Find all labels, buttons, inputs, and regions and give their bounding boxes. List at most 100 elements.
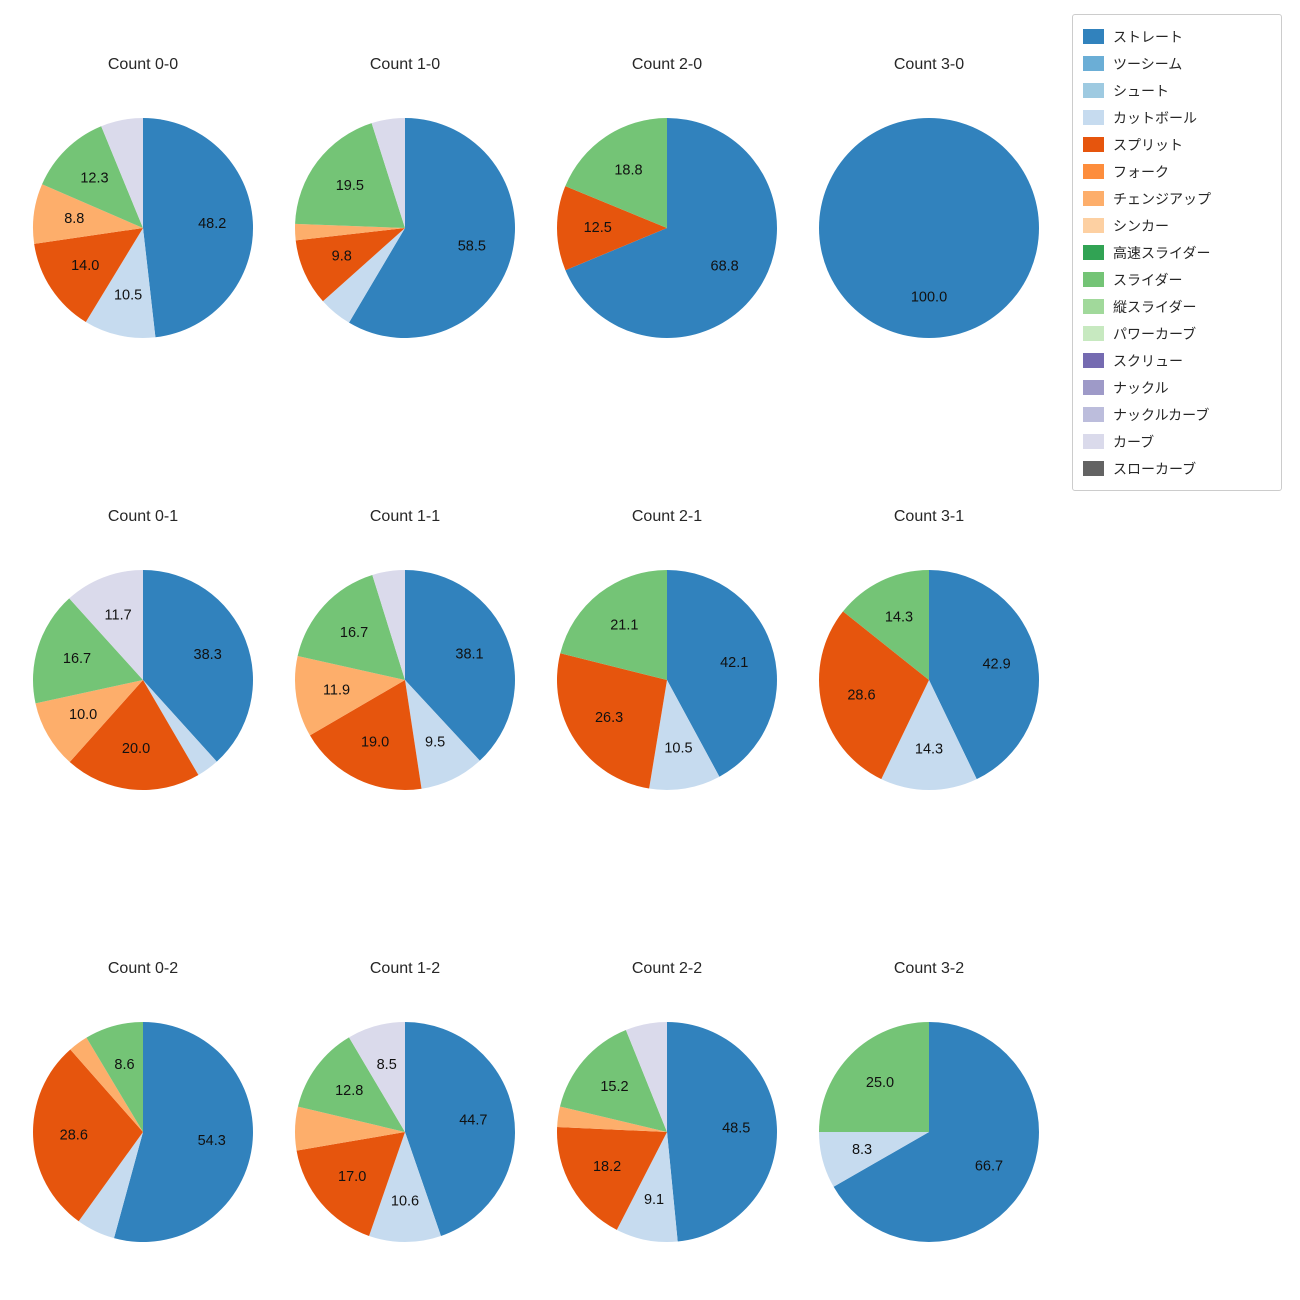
- legend-swatch-fork: [1083, 164, 1104, 179]
- pie: 48.2 10.5 14.0 8.8 12.3: [33, 118, 254, 339]
- slice-label-straight: 54.3: [198, 1133, 226, 1149]
- legend-label: スローカーブ: [1113, 460, 1197, 477]
- slice-label-changeup: 8.8: [64, 211, 84, 227]
- pie-slice-straight: [565, 118, 777, 338]
- legend-item-knuckle: ナックル: [1083, 374, 1271, 401]
- pie-slice-changeup: [295, 656, 405, 736]
- slice-label-straight: 42.9: [982, 657, 1010, 673]
- legend-swatch-vertical-slider: [1083, 299, 1104, 314]
- pie-slice-straight: [929, 570, 1040, 780]
- legend: ストレート ツーシーム シュート カットボール スプリット フォーク チェンジアップ シンカー…: [1072, 14, 1282, 491]
- slice-label-split: 18.2: [593, 1159, 621, 1175]
- pie-slice-curve: [625, 1022, 667, 1132]
- pie: 100.0: [819, 118, 1039, 338]
- slice-label-split: 28.6: [847, 687, 875, 703]
- slice-label-slider: 12.3: [80, 171, 108, 187]
- pie-slice-split: [69, 680, 199, 790]
- slice-label-straight: 66.7: [975, 1159, 1003, 1175]
- legend-swatch-slider: [1083, 272, 1104, 287]
- pie-slice-slider: [297, 1037, 405, 1132]
- slice-label-cut-ball: 9.5: [425, 734, 445, 750]
- legend-item-screw: スクリュー: [1083, 347, 1271, 374]
- legend-label: ナックルカーブ: [1113, 406, 1210, 423]
- pie: 68.8 12.5 18.8: [556, 117, 777, 338]
- slice-label-curve: 11.7: [105, 607, 132, 623]
- legend-swatch-shoot: [1083, 83, 1104, 98]
- legend-label: チェンジアップ: [1113, 190, 1211, 207]
- chart-title: Count 3-2: [893, 960, 965, 977]
- slice-label-split: 14.0: [71, 258, 99, 274]
- slice-label-straight: 100.0: [911, 289, 947, 305]
- slice-label-slider: 21.1: [610, 617, 638, 633]
- legend-label: ストレート: [1113, 28, 1183, 45]
- legend-swatch-screw: [1083, 353, 1104, 368]
- chart-title: Count 0-2: [107, 960, 179, 977]
- legend-swatch-sinker: [1083, 218, 1104, 233]
- slice-label-split: 20.0: [122, 741, 150, 757]
- legend-swatch-power-curve: [1083, 326, 1104, 341]
- legend-label: ナックル: [1113, 379, 1169, 396]
- legend-item-vertical-slider: 縦スライダー: [1083, 293, 1271, 320]
- legend-swatch-knuckle: [1083, 380, 1104, 395]
- pie-slice-straight: [667, 570, 777, 777]
- pie: 42.1 10.5 26.3 21.1: [557, 570, 777, 791]
- pie-slice-cut-ball: [819, 1132, 929, 1187]
- legend-swatch-cut-ball: [1083, 110, 1104, 125]
- legend-item-slider: スライダー: [1083, 266, 1271, 293]
- pie-slice-slider: [559, 1029, 667, 1132]
- pie: 66.7 8.3 25.0: [819, 1022, 1039, 1242]
- pie-slice-split: [34, 228, 143, 322]
- slice-label-straight: 42.1: [720, 655, 748, 671]
- legend-label: スプリット: [1113, 136, 1183, 153]
- pie-chart-count-1-1: Count 1-1 38.1 9.5 19.0 11.9 16.7: [274, 482, 536, 934]
- chart-title: Count 3-0: [893, 56, 965, 73]
- pie-slice-split: [295, 228, 405, 302]
- slice-label-straight: 48.5: [722, 1121, 750, 1137]
- legend-item-power-curve: パワーカーブ: [1083, 320, 1271, 347]
- slice-label-straight: 68.8: [711, 258, 739, 274]
- chart-title: Count 2-0: [631, 56, 703, 73]
- chart-title: Count 1-1: [369, 508, 441, 525]
- slice-label-split: 26.3: [595, 710, 623, 726]
- slice-label-cut-ball: 10.6: [391, 1193, 419, 1209]
- pie-slice-cut-ball: [78, 1132, 143, 1239]
- pie-chart-count-0-0: Count 0-0 48.2 10.5 14.0 8.8 12.3: [12, 30, 274, 482]
- slice-label-slider: 14.3: [885, 610, 913, 626]
- pie-chart-count-1-2: Count 1-2 44.7 10.6 17.0 12.8 8.5: [274, 934, 536, 1300]
- pie-slice-straight: [143, 118, 254, 338]
- slice-label-changeup: 11.9: [323, 683, 350, 699]
- slice-label-split: 17.0: [338, 1169, 366, 1185]
- pie-chart-count-0-2: Count 0-2 54.3 28.6 8.6: [12, 934, 274, 1300]
- slice-label-split: 19.0: [361, 735, 389, 751]
- slice-label-straight: 48.2: [198, 216, 226, 232]
- pie-slice-straight: [405, 1022, 516, 1236]
- pie-slice-slider: [843, 570, 929, 680]
- slice-label-slider: 25.0: [866, 1075, 894, 1091]
- slice-label-cut-ball: 14.3: [915, 741, 943, 757]
- pie-chart-count-3-1: Count 3-1 42.9 14.3 28.6 14.3: [798, 482, 1060, 934]
- slice-label-straight: 44.7: [459, 1113, 487, 1129]
- pie-slice-changeup: [35, 680, 143, 763]
- pie-slice-slider: [42, 126, 143, 228]
- legend-item-straight: ストレート: [1083, 23, 1271, 50]
- pie-slice-cut-ball: [85, 228, 156, 339]
- pie-slice-slider: [565, 117, 667, 228]
- legend-swatch-changeup: [1083, 191, 1104, 206]
- legend-swatch-two-seam: [1083, 56, 1104, 71]
- legend-swatch-knuckle-curve: [1083, 407, 1104, 422]
- pie-slice-cut-ball: [143, 680, 217, 776]
- pie-slice-curve: [371, 118, 405, 228]
- chart-title: Count 1-0: [369, 56, 441, 73]
- slice-label-straight: 38.3: [194, 647, 222, 663]
- legend-item-fork: フォーク: [1083, 158, 1271, 185]
- pie-slice-cut-ball: [369, 1132, 441, 1243]
- chart-title: Count 0-1: [107, 508, 179, 525]
- legend-swatch-slow-curve: [1083, 461, 1104, 476]
- legend-swatch-curve: [1083, 434, 1104, 449]
- slice-label-straight: 58.5: [458, 238, 486, 254]
- pie: 54.3 28.6 8.6: [33, 1022, 253, 1242]
- pie-chart-count-2-1: Count 2-1 42.1 10.5 26.3 21.1: [536, 482, 798, 934]
- charts-grid: Count 0-0 48.2 10.5 14.0 8.8 12.3 Count 1-0 58.…: [12, 30, 1060, 1300]
- legend-swatch-split: [1083, 137, 1104, 152]
- pie: 48.5 9.1 18.2 15.2: [556, 1022, 778, 1243]
